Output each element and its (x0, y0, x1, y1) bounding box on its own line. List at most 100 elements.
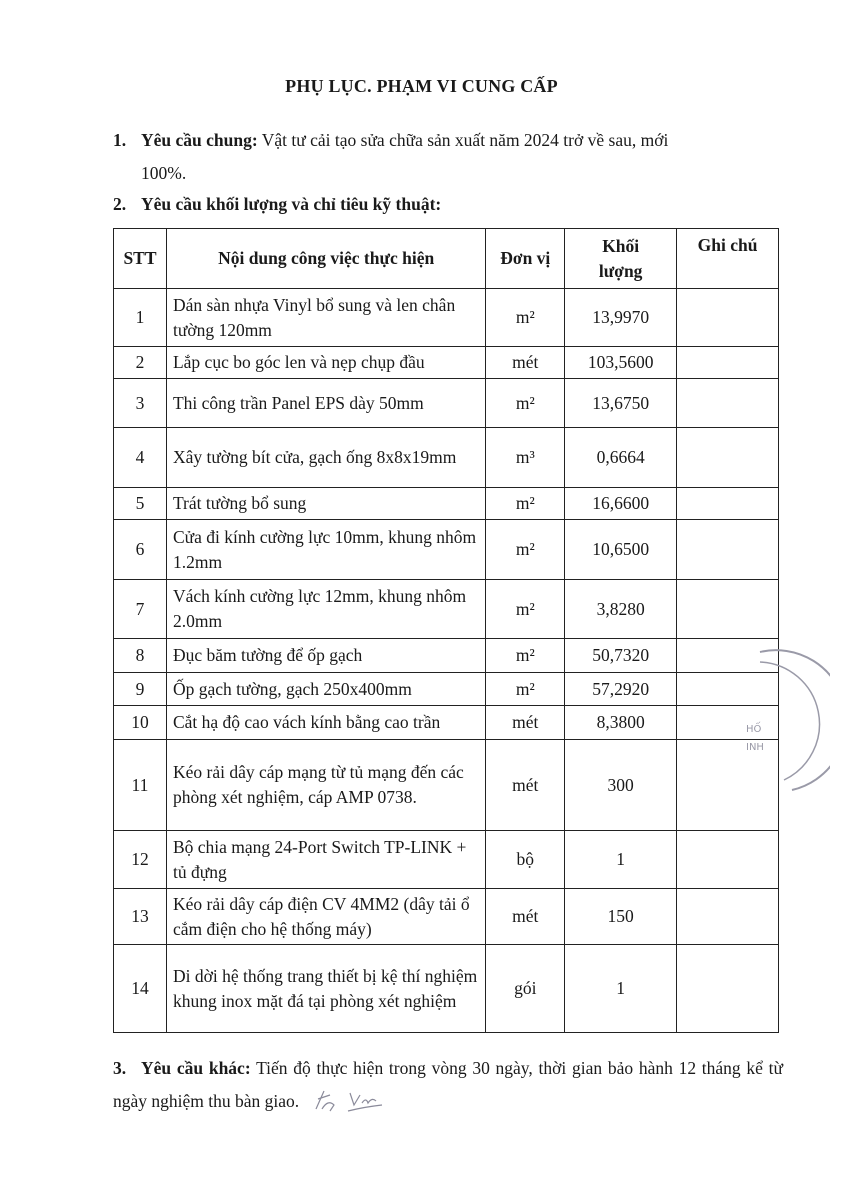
row-volume: 0,6664 (564, 427, 678, 488)
table-row: 4 Xây tường bít cửa, gạch ống 8x8x19mm m³ 0… (113, 427, 779, 488)
table-row: 8 Đục băm tường để ốp gạch m² 50,7320 (113, 638, 779, 673)
row-note (676, 427, 779, 488)
row-stt: 9 (113, 672, 167, 706)
row-unit: m² (485, 579, 566, 639)
row-stt: 6 (113, 519, 167, 580)
row-unit: bộ (485, 830, 566, 889)
section-number: 1. (113, 130, 127, 150)
section-text-continued: 100%. (141, 163, 187, 183)
row-stt: 14 (113, 944, 167, 1033)
row-volume: 50,7320 (564, 638, 678, 673)
initials-signature (314, 1090, 382, 1112)
row-unit: m² (485, 288, 566, 347)
svg-text:INH: INH (746, 742, 764, 753)
row-volume: 8,3800 (564, 705, 678, 740)
section-text: Vật tư cải tạo sửa chữa sản xuất năm 202… (257, 130, 669, 150)
row-stt: 5 (113, 487, 167, 520)
row-note (676, 288, 779, 347)
section-general-requirements: 1. Yêu cầu chung: Vật tư cải tạo sửa chữa… (113, 124, 783, 190)
row-content: Bộ chia mạng 24-Port Switch TP-LINK + tủ… (165, 830, 487, 889)
row-note (676, 705, 779, 740)
row-volume: 150 (564, 888, 678, 945)
row-stt: 4 (113, 427, 167, 488)
row-unit: m² (485, 638, 566, 673)
row-stt: 10 (113, 705, 167, 740)
section-text: Tiến độ thực hiện trong vòng 30 ngày, th… (113, 1058, 783, 1111)
header-note: Ghi chú (676, 228, 779, 289)
row-stt: 11 (113, 739, 167, 831)
row-unit: m³ (485, 427, 566, 488)
table-row: 1 Dán sàn nhựa Vinyl bổ sung và len chân … (113, 288, 779, 347)
row-content: Kéo rải dây cáp điện CV 4MM2 (dây tải ổ … (165, 888, 487, 945)
row-unit: m² (485, 519, 566, 580)
row-content: Dán sàn nhựa Vinyl bổ sung và len chân t… (165, 288, 487, 347)
row-unit: m² (485, 672, 566, 706)
row-volume: 16,6600 (564, 487, 678, 520)
row-note (676, 579, 779, 639)
row-unit: m² (485, 487, 566, 520)
row-stt: 3 (113, 378, 167, 428)
row-volume: 13,6750 (564, 378, 678, 428)
row-content: Vách kính cường lực 12mm, khung nhôm 2.0… (165, 579, 487, 639)
row-volume: 103,5600 (564, 346, 678, 379)
header-unit: Đơn vị (485, 228, 566, 289)
table-row: 6 Cửa đi kính cường lực 10mm, khung nhôm … (113, 519, 779, 580)
row-volume: 1 (564, 830, 678, 889)
row-unit: mét (485, 705, 566, 740)
row-stt: 1 (113, 288, 167, 347)
partial-stamp: HỐ INH (746, 649, 830, 791)
section-label: Yêu cầu khác: (141, 1058, 251, 1078)
header-volume: Khối lượng (564, 228, 678, 289)
header-stt: STT (113, 228, 167, 289)
row-note (676, 944, 779, 1033)
row-stt: 8 (113, 638, 167, 673)
row-volume: 3,8280 (564, 579, 678, 639)
row-stt: 2 (113, 346, 167, 379)
section-label: Yêu cầu khối lượng và chỉ tiêu kỹ thuật: (141, 194, 442, 214)
table-row: 2 Lắp cục bo góc len và nẹp chụp đầu mét 10… (113, 346, 779, 379)
table-row: 11 Kéo rải dây cáp mạng từ tủ mạng đến cá… (113, 739, 779, 831)
row-note (676, 346, 779, 379)
table-row: 10 Cắt hạ độ cao vách kính bằng cao trần m… (113, 705, 779, 740)
row-content: Cửa đi kính cường lực 10mm, khung nhôm 1… (165, 519, 487, 580)
row-note (676, 888, 779, 945)
section-number: 2. (113, 194, 127, 214)
row-unit: mét (485, 739, 566, 831)
row-content: Di dời hệ thống trang thiết bị kệ thí ng… (165, 944, 487, 1033)
section-volume-requirements: 2. Yêu cầu khối lượng và chỉ tiêu kỹ thuậ… (113, 188, 783, 221)
scope-table: STT Nội dung công việc thực hiện Đơn vị … (113, 228, 779, 1033)
row-unit: gói (485, 944, 566, 1033)
table-row: 7 Vách kính cường lực 12mm, khung nhôm 2.… (113, 579, 779, 639)
row-note (676, 487, 779, 520)
row-content: Thi công trần Panel EPS dày 50mm (165, 378, 487, 428)
row-note (676, 378, 779, 428)
row-content: Lắp cục bo góc len và nẹp chụp đầu (165, 346, 487, 379)
row-content: Trát tường bổ sung (165, 487, 487, 520)
row-content: Kéo rải dây cáp mạng từ tủ mạng đến các … (165, 739, 487, 831)
row-stt: 7 (113, 579, 167, 639)
row-volume: 10,6500 (564, 519, 678, 580)
row-content: Cắt hạ độ cao vách kính bằng cao trần (165, 705, 487, 740)
svg-text:HỐ: HỐ (746, 721, 762, 735)
row-unit: mét (485, 888, 566, 945)
row-content: Đục băm tường để ốp gạch (165, 638, 487, 673)
row-content: Xây tường bít cửa, gạch ống 8x8x19mm (165, 427, 487, 488)
table-row: 14 Di dời hệ thống trang thiết bị kệ thí … (113, 944, 779, 1033)
row-volume: 300 (564, 739, 678, 831)
row-unit: m² (485, 378, 566, 428)
table-row: 5 Trát tường bổ sung m² 16,6600 (113, 487, 779, 520)
table-row: 12 Bộ chia mạng 24-Port Switch TP-LINK + … (113, 830, 779, 889)
row-unit: mét (485, 346, 566, 379)
page-title: PHỤ LỤC. PHẠM VI CUNG CẤP (285, 76, 558, 96)
row-stt: 13 (113, 888, 167, 945)
table-row: 13 Kéo rải dây cáp điện CV 4MM2 (dây tải … (113, 888, 779, 945)
section-label: Yêu cầu chung: (141, 130, 258, 150)
header-content: Nội dung công việc thực hiện (165, 228, 487, 289)
table-row: 9 Ốp gạch tường, gạch 250x400mm m² 57,2920 (113, 672, 779, 706)
row-note (676, 519, 779, 580)
row-content: Ốp gạch tường, gạch 250x400mm (165, 672, 487, 706)
row-note (676, 830, 779, 889)
row-volume: 57,2920 (564, 672, 678, 706)
row-stt: 12 (113, 830, 167, 889)
section-other-requirements: 3. Yêu cầu khác: Tiến độ thực hiện trong … (113, 1052, 783, 1118)
